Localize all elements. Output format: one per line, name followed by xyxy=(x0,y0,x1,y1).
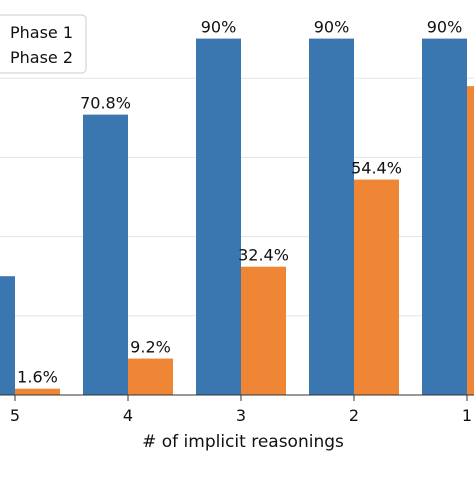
x-tick-label: 2 xyxy=(349,406,359,425)
bar-phase-2 xyxy=(241,267,286,395)
data-label: 90% xyxy=(201,18,237,37)
bar-phase-1 xyxy=(0,276,15,395)
x-tick-label: 3 xyxy=(236,406,246,425)
legend: Phase 1 Phase 2 xyxy=(0,15,86,73)
bar-phase-2 xyxy=(15,389,60,395)
data-label: 70.8% xyxy=(80,94,131,113)
bar-phase-2 xyxy=(354,180,399,395)
data-label: 9.2% xyxy=(130,338,171,357)
bar-phase-1 xyxy=(422,39,467,395)
data-label: 90% xyxy=(427,18,463,37)
legend-entry: Phase 1 xyxy=(10,23,73,42)
x-ticks: 5 4 3 2 1 xyxy=(10,395,472,425)
legend-entry: Phase 2 xyxy=(10,48,73,67)
bar-phase-2 xyxy=(467,86,474,395)
data-label: 90% xyxy=(314,18,350,37)
x-axis-label: # of implicit reasonings xyxy=(142,432,344,452)
x-tick-label: 5 xyxy=(10,406,20,425)
data-label: 54.4% xyxy=(351,159,402,178)
bar-phase-1 xyxy=(309,39,354,395)
x-tick-label: 1 xyxy=(462,406,472,425)
data-label: 32.4% xyxy=(238,246,289,265)
data-label: 1.6% xyxy=(17,368,58,387)
bar-phase-2 xyxy=(128,359,173,395)
bar-phase-1 xyxy=(196,39,241,395)
bars xyxy=(0,39,474,395)
bar-phase-1 xyxy=(83,115,128,395)
x-tick-label: 4 xyxy=(123,406,133,425)
